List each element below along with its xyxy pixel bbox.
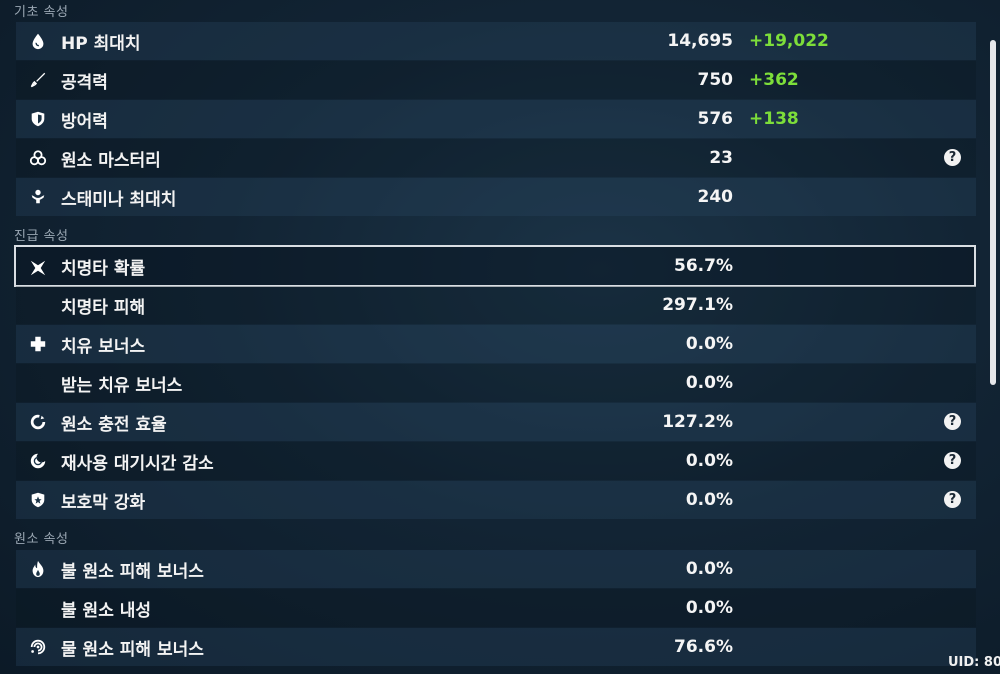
stat-row-cdr[interactable]: 재사용 대기시간 감소 0.0% ? — [16, 442, 976, 480]
stat-bonus: +138 — [749, 109, 799, 129]
shield-icon — [28, 109, 48, 129]
stat-row-def[interactable]: 방어력 576 +138 — [16, 100, 976, 138]
stat-row-atk[interactable]: 공격력 750 +362 — [16, 61, 976, 99]
help-button[interactable]: ? — [944, 413, 961, 430]
stat-label: 스태미나 최대치 — [61, 189, 177, 210]
stamina-icon — [28, 187, 48, 207]
water-drop-icon — [28, 31, 48, 51]
uid-label: UID: 80 — [948, 655, 1000, 670]
hydro-icon — [28, 637, 48, 657]
sword-icon — [28, 70, 48, 90]
stat-value: 0.0% — [685, 559, 733, 579]
stat-value: 0.0% — [685, 490, 733, 510]
stat-value: 297.1% — [662, 295, 733, 315]
cooldown-moon-icon — [28, 451, 48, 471]
section-header-elemental: 원소 속성 — [14, 532, 69, 547]
stat-value: 0.0% — [685, 334, 733, 354]
stat-value: 0.0% — [685, 373, 733, 393]
scrollbar-thumb[interactable] — [990, 40, 996, 385]
stat-label: 보호막 강화 — [61, 492, 146, 513]
stat-value: 127.2% — [662, 412, 733, 432]
stat-row-pyro-dmg[interactable]: 불 원소 피해 보너스 0.0% — [16, 550, 976, 588]
stat-label: 원소 충전 효율 — [61, 414, 167, 435]
cross-icon — [28, 334, 48, 354]
help-button[interactable]: ? — [944, 149, 961, 166]
help-button[interactable]: ? — [944, 452, 961, 469]
stat-label: 방어력 — [61, 111, 108, 132]
stat-value: 23 — [709, 148, 733, 168]
stat-row-crit-dmg[interactable]: 치명타 피해 297.1% — [16, 286, 976, 324]
stat-row-em[interactable]: 원소 마스터리 23 ? — [16, 139, 976, 177]
stat-label: 물 원소 피해 보너스 — [61, 639, 204, 660]
stat-value: 576 — [697, 109, 734, 129]
stat-label: 치유 보너스 — [61, 336, 146, 357]
stat-value: 0.0% — [685, 598, 733, 618]
stat-value: 56.7% — [674, 256, 733, 276]
stat-row-healing[interactable]: 치유 보너스 0.0% — [16, 325, 976, 363]
stat-bonus: +19,022 — [749, 31, 829, 51]
stat-row-hp[interactable]: HP 최대치 14,695 +19,022 — [16, 22, 976, 60]
pyro-icon — [28, 559, 48, 579]
help-button[interactable]: ? — [944, 491, 961, 508]
section-header-basic: 기초 속성 — [14, 5, 69, 20]
stat-row-shield[interactable]: 보호막 강화 0.0% ? — [16, 481, 976, 519]
stat-label: 치명타 확률 — [61, 258, 146, 279]
stat-value: 0.0% — [685, 451, 733, 471]
stat-value: 750 — [697, 70, 734, 90]
stat-label: 치명타 피해 — [61, 297, 146, 318]
stat-label: 원소 마스터리 — [61, 150, 161, 171]
stat-row-crit-rate[interactable]: 치명타 확률 56.7% — [14, 245, 976, 287]
stat-label: HP 최대치 — [61, 33, 141, 54]
stat-row-incoming-healing[interactable]: 받는 치유 보너스 0.0% — [16, 364, 976, 402]
shield-star-icon — [28, 490, 48, 510]
stat-row-hydro-dmg[interactable]: 물 원소 피해 보너스 76.6% — [16, 628, 976, 666]
stat-row-stamina[interactable]: 스태미나 최대치 240 — [16, 178, 976, 216]
stat-label: 공격력 — [61, 72, 108, 93]
stat-row-er[interactable]: 원소 충전 효율 127.2% ? — [16, 403, 976, 441]
stat-value: 76.6% — [674, 637, 733, 657]
stat-row-pyro-res[interactable]: 불 원소 내성 0.0% — [16, 589, 976, 627]
stat-label: 불 원소 피해 보너스 — [61, 561, 204, 582]
stat-label: 받는 치유 보너스 — [61, 375, 183, 396]
recharge-ring-icon — [28, 412, 48, 432]
stat-label: 불 원소 내성 — [61, 600, 152, 621]
stat-label: 재사용 대기시간 감소 — [61, 453, 214, 474]
stat-value: 240 — [697, 187, 734, 207]
stat-value: 14,695 — [667, 31, 733, 51]
crit-star-icon — [28, 258, 48, 278]
section-header-advanced: 진급 속성 — [14, 229, 69, 244]
element-mastery-icon — [28, 148, 48, 168]
stat-bonus: +362 — [749, 70, 799, 90]
